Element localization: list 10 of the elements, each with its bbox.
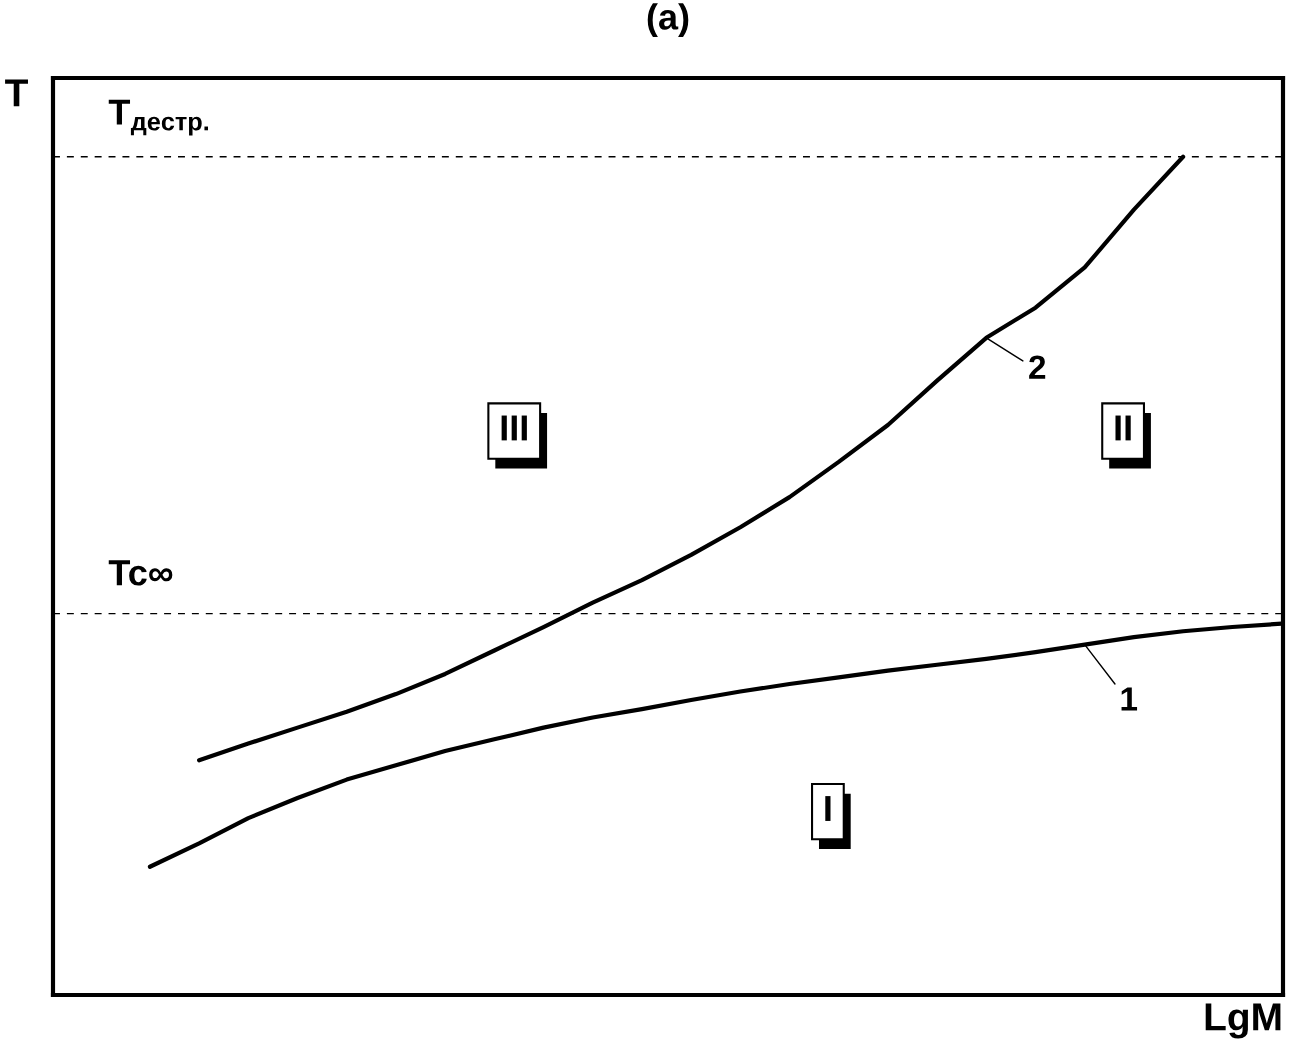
chart-title: (a) [647,3,689,37]
annotation: I [825,796,831,821]
annotation: II [1115,415,1131,441]
y-axis-title: T [5,79,28,107]
legend-label: 2 [1029,355,1046,379]
annotation: III [501,415,527,441]
ref-line-label: T$_{дестр.}$ [108,99,209,136]
legend-label: 1 [1121,687,1138,711]
x-axis-title: LgM [1205,1003,1281,1039]
ref-line-label: Tc∞ [108,560,173,586]
